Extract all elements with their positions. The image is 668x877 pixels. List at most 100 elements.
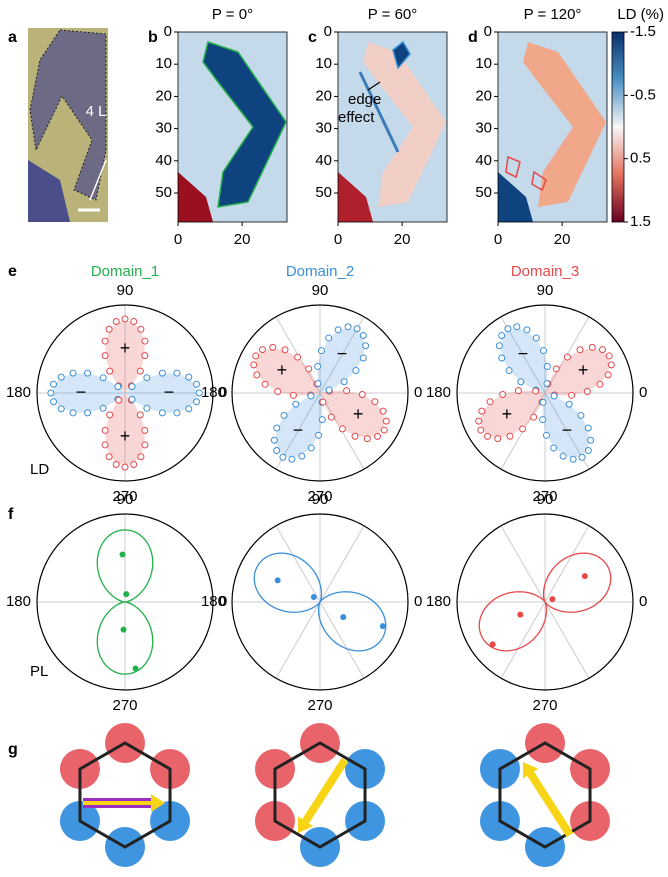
domain-label: Domain_3: [511, 263, 579, 280]
ld-point: [192, 380, 200, 388]
ld-lobe: [317, 328, 365, 393]
lobe-sign: +: [578, 360, 589, 380]
ld-point: [319, 398, 327, 406]
ld-lobe: [52, 373, 126, 413]
x-tick-label: 0: [174, 231, 182, 248]
panel-label: d: [468, 29, 478, 46]
pl-point: [340, 614, 347, 621]
ld-lobe: [255, 348, 320, 396]
ld-point: [539, 416, 547, 424]
ld-point: [258, 346, 266, 354]
dipole-arrow: [527, 771, 574, 838]
ld-point: [532, 334, 540, 342]
annotation-arrow: [367, 81, 381, 91]
ld-point: [314, 362, 322, 370]
ld-point: [253, 371, 261, 379]
ld-point: [318, 416, 326, 424]
panel-label: g: [8, 741, 18, 758]
pl-point: [517, 611, 524, 618]
polar-angle-label: 270: [307, 697, 332, 714]
ld-point: [340, 378, 348, 386]
ld-point: [523, 326, 531, 334]
panel-label: c: [308, 29, 317, 46]
pl-point: [310, 594, 317, 601]
ld-point: [101, 337, 109, 345]
x-tick-label: 20: [554, 231, 571, 248]
layer-label: 4 L: [86, 103, 107, 120]
ld-point: [605, 352, 613, 360]
polar-angle-label: 90: [312, 282, 329, 299]
polar-angle-label: 270: [532, 488, 557, 505]
pl-point: [274, 577, 281, 584]
polar-angle-label: 270: [532, 697, 557, 714]
domain-label: Domain_1: [91, 263, 159, 280]
ld-point: [192, 398, 200, 406]
ld-point: [539, 398, 547, 406]
ld-point: [517, 378, 525, 386]
domain-region: [363, 42, 446, 207]
ld-point: [307, 392, 315, 400]
y-tick-label: 20: [475, 87, 492, 104]
pl-fit: [478, 552, 612, 652]
ld-point: [84, 369, 92, 377]
ld-point: [344, 323, 352, 331]
ld-point: [280, 411, 288, 419]
lobe-sign: −: [337, 344, 348, 364]
ld-point: [587, 436, 595, 444]
ld-point: [114, 383, 122, 391]
ld-point: [604, 371, 612, 379]
ld-point: [338, 425, 346, 433]
ld-point: [540, 347, 548, 355]
ld-point: [106, 367, 114, 375]
ld-point: [141, 337, 149, 345]
ld-point: [185, 373, 193, 381]
ld-point: [173, 409, 181, 417]
ld-point: [607, 361, 615, 369]
polar-frame: [36, 513, 214, 691]
ld-point: [84, 409, 92, 417]
ld-point: [69, 409, 77, 417]
ld-point: [363, 435, 371, 443]
ld-lobe: [320, 390, 385, 438]
hexagon: [498, 741, 592, 849]
ld-point: [112, 318, 120, 326]
ld-lobe: [105, 393, 145, 466]
y-tick-label: 50: [155, 184, 172, 201]
ld-point: [380, 426, 388, 434]
ld-point: [141, 352, 149, 360]
ld-point: [379, 407, 387, 415]
ld-point: [477, 426, 485, 434]
ld-point: [584, 447, 592, 455]
pl-point: [581, 573, 588, 580]
ld-point: [294, 353, 302, 361]
panel-label: b: [148, 29, 158, 46]
ld-point: [185, 405, 193, 413]
y-tick-label: 10: [315, 55, 332, 72]
ld-point: [274, 388, 282, 396]
ld-point: [250, 361, 258, 369]
pl-point: [119, 551, 126, 558]
y-tick-label: 0: [324, 23, 332, 40]
ld-point: [307, 444, 315, 452]
polar-frame: [456, 513, 634, 691]
ld-point: [269, 343, 277, 351]
polar-grid-line: [500, 316, 590, 470]
ld-point: [57, 405, 65, 413]
ld-point: [195, 389, 203, 397]
hexagon: [78, 741, 172, 849]
y-tick-label: 10: [155, 55, 172, 72]
polar-frame: [231, 513, 409, 691]
y-tick-label: 40: [475, 152, 492, 169]
lobe-sign: −: [76, 382, 87, 402]
domain-label: Domain_2: [286, 263, 354, 280]
ld-point: [506, 432, 514, 440]
annotation: edge: [348, 91, 381, 108]
polar-angle-label: 0: [639, 384, 647, 401]
ld-point: [270, 436, 278, 444]
y-tick-label: 40: [155, 152, 172, 169]
ld-point: [353, 325, 361, 333]
lobe-sign: +: [120, 426, 131, 446]
ld-point: [559, 452, 567, 460]
ld-point: [141, 426, 149, 434]
